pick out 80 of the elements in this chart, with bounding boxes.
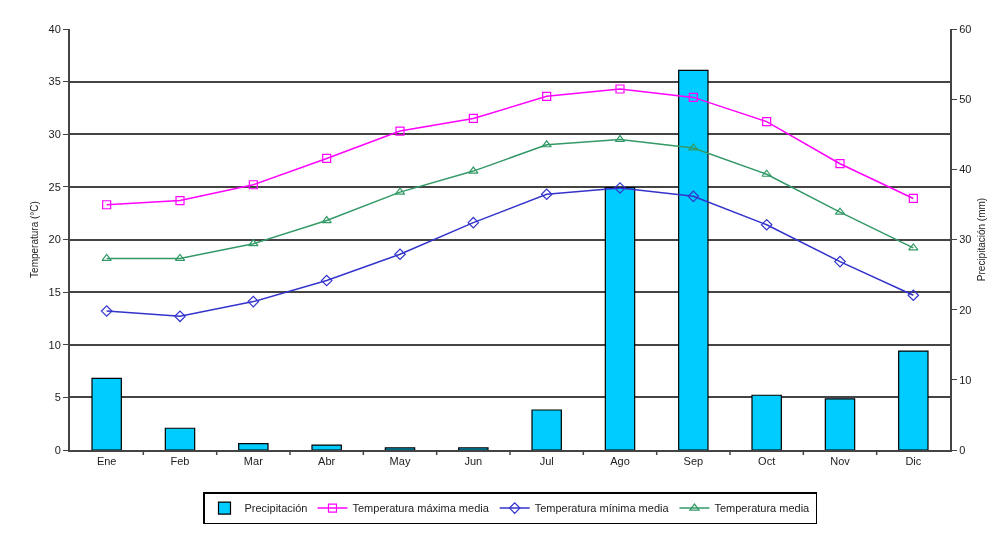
point (542, 91, 552, 101)
point (468, 113, 478, 124)
y-tick-label: 35 (48, 75, 61, 88)
point (835, 159, 845, 169)
x-tick-label: Ago (610, 455, 630, 468)
bar (898, 350, 929, 450)
y2-tick-label: 0 (959, 443, 966, 456)
point (174, 253, 186, 262)
y-tick-label: 30 (48, 128, 61, 141)
point (541, 140, 552, 148)
point (615, 84, 625, 94)
bar (311, 444, 342, 450)
legend-label: Precipitación (244, 502, 308, 515)
y-tick-label: 0 (54, 443, 61, 456)
x-tick-label: Ene (96, 455, 117, 468)
y-axis-title: Temperatura (°C) (29, 201, 41, 278)
point (907, 289, 920, 302)
bar (458, 447, 489, 450)
bar (751, 394, 782, 450)
y2-tick-label: 50 (959, 93, 972, 106)
x-tick-label: Sep (683, 455, 704, 468)
y2-tick-label: 60 (959, 22, 972, 35)
bar (238, 443, 269, 450)
bar (531, 409, 562, 450)
bar (604, 186, 636, 450)
point (101, 253, 112, 262)
y-tick-label: 10 (48, 338, 61, 351)
point (540, 188, 553, 201)
point (762, 117, 772, 127)
y2-axis-title: Precipitación (mm) (976, 197, 988, 282)
y2-tick-label: 10 (959, 373, 972, 386)
point (394, 248, 406, 261)
point (395, 126, 405, 136)
y-tick-label: 25 (48, 180, 61, 193)
point (908, 243, 919, 251)
y2-tick-label: 40 (959, 163, 972, 176)
x-tick-label: Dic (905, 455, 922, 468)
bar (824, 398, 856, 450)
point (760, 218, 773, 231)
point (100, 305, 113, 317)
point (834, 255, 846, 268)
point (614, 182, 626, 194)
point (175, 195, 185, 206)
point (467, 216, 480, 229)
legend-label: Temperatura máxima media (352, 502, 490, 515)
x-tick-label: Feb (170, 455, 190, 468)
point (248, 239, 259, 247)
x-tick-label: Jun (464, 455, 483, 468)
point (688, 143, 699, 151)
x-tick-label: Nov (830, 455, 851, 468)
x-tick-label: Abr (318, 455, 336, 468)
x-tick-label: May (389, 455, 411, 468)
point (321, 215, 332, 224)
y-tick-label: 15 (48, 285, 61, 298)
point (761, 169, 772, 177)
legend-label: Temperatura mínima media (534, 502, 670, 515)
y2-tick-label: 20 (959, 303, 972, 316)
point (687, 190, 700, 203)
y-tick-label: 5 (54, 391, 61, 404)
point (688, 92, 698, 103)
bar (91, 377, 122, 450)
point (908, 193, 918, 204)
point (174, 310, 186, 323)
bar (384, 447, 416, 450)
point (468, 166, 479, 174)
point (320, 274, 333, 287)
legend-label: Temperatura media (714, 502, 811, 515)
y-tick-label: 20 (48, 233, 61, 246)
point (322, 153, 332, 164)
x-tick-label: Jul (539, 455, 554, 468)
point (247, 295, 260, 308)
bar (678, 69, 709, 450)
x-tick-label: Mar (243, 455, 264, 468)
bar (164, 427, 196, 450)
point (248, 180, 258, 190)
point (102, 200, 112, 210)
y2-tick-label: 30 (959, 233, 972, 246)
x-tick-label: Oct (758, 455, 776, 468)
point (614, 134, 626, 143)
y-tick-label: 40 (48, 22, 61, 35)
